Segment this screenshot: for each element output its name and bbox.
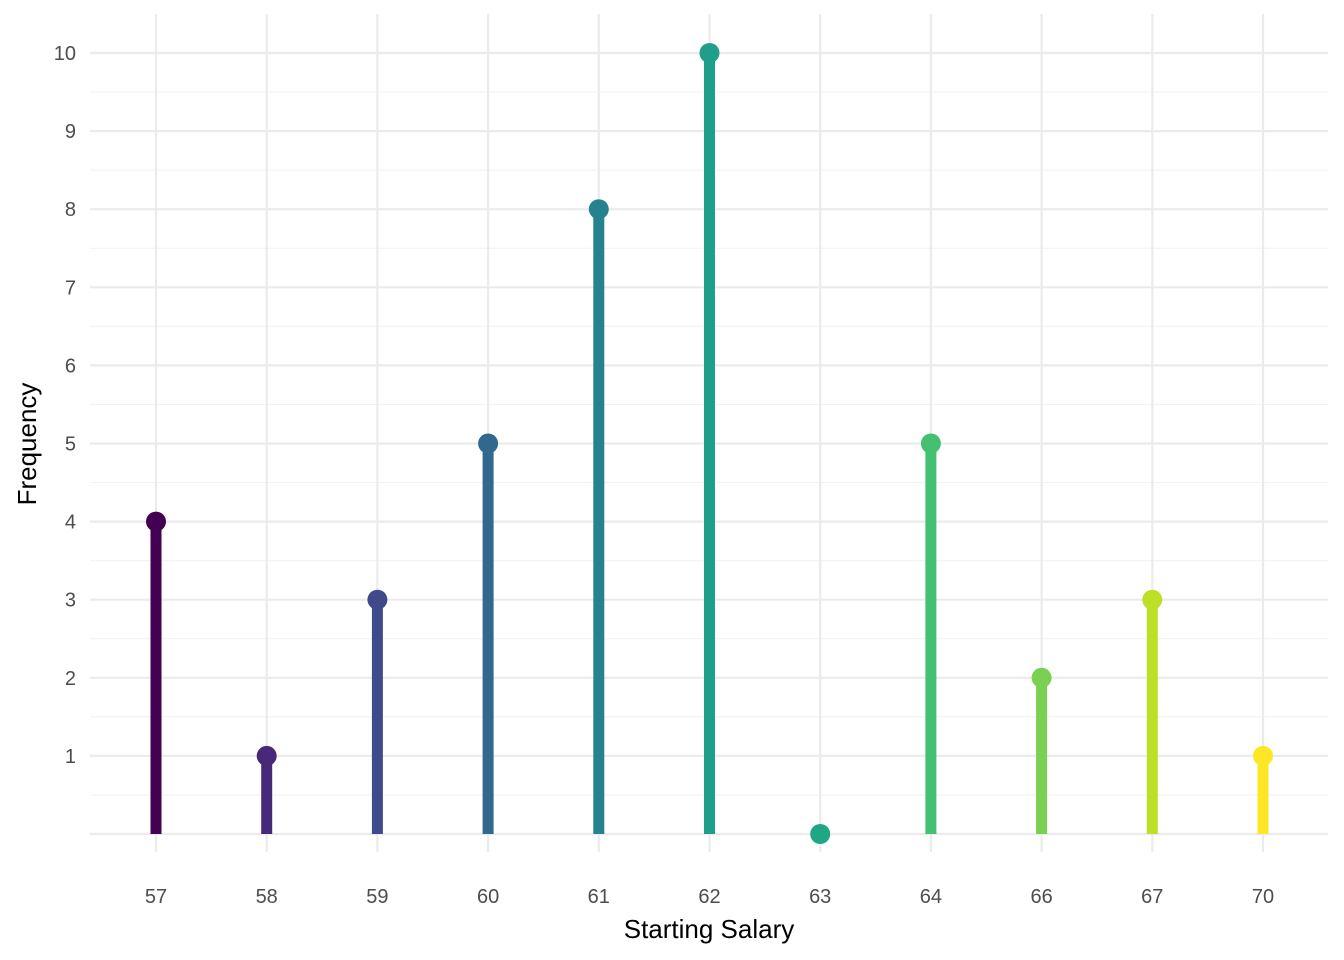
lollipop-point <box>810 824 831 844</box>
x-axis-tick-labels: 57 58 59 60 61 62 63 64 66 67 70 <box>145 886 1274 908</box>
x-tick-label: 62 <box>698 886 720 908</box>
x-tick-label: 60 <box>477 886 499 908</box>
y-tick-label: 10 <box>54 43 76 65</box>
lollipop-stems <box>150 53 1269 834</box>
lollipop-point <box>1142 589 1163 610</box>
lollipop-point <box>256 745 277 766</box>
x-tick-label: 63 <box>809 886 831 908</box>
x-tick-label: 61 <box>588 886 610 908</box>
lollipop-points <box>146 43 1273 844</box>
lollipop-point <box>1253 745 1273 766</box>
y-axis-title: Frequency <box>12 383 42 506</box>
x-tick-label: 57 <box>145 886 167 908</box>
y-tick-label: 9 <box>65 121 76 143</box>
lollipop-point <box>146 511 166 532</box>
lollipop-point <box>588 199 609 220</box>
y-tick-label: 7 <box>65 277 76 299</box>
x-tick-label: 58 <box>256 886 278 908</box>
x-tick-label: 67 <box>1141 886 1163 908</box>
x-axis-title: Starting Salary <box>624 914 795 944</box>
y-tick-label: 5 <box>65 434 76 456</box>
y-tick-label: 3 <box>65 590 76 612</box>
y-tick-label: 2 <box>65 668 76 690</box>
x-tick-label: 70 <box>1252 886 1274 908</box>
lollipop-point <box>367 589 388 610</box>
x-tick-label: 59 <box>366 886 388 908</box>
lollipop-point <box>478 433 499 454</box>
y-tick-label: 1 <box>65 746 76 768</box>
x-tick-label: 64 <box>920 886 942 908</box>
x-tick-label: 66 <box>1030 886 1052 908</box>
y-tick-label: 8 <box>65 199 76 221</box>
lollipop-point <box>1031 667 1052 688</box>
y-axis-tick-labels: 1 2 3 4 5 6 7 8 9 10 <box>54 43 76 768</box>
y-tick-label: 6 <box>65 355 76 377</box>
lollipop-point <box>920 433 941 454</box>
y-tick-label: 4 <box>65 512 76 534</box>
lollipop-point <box>699 43 720 63</box>
